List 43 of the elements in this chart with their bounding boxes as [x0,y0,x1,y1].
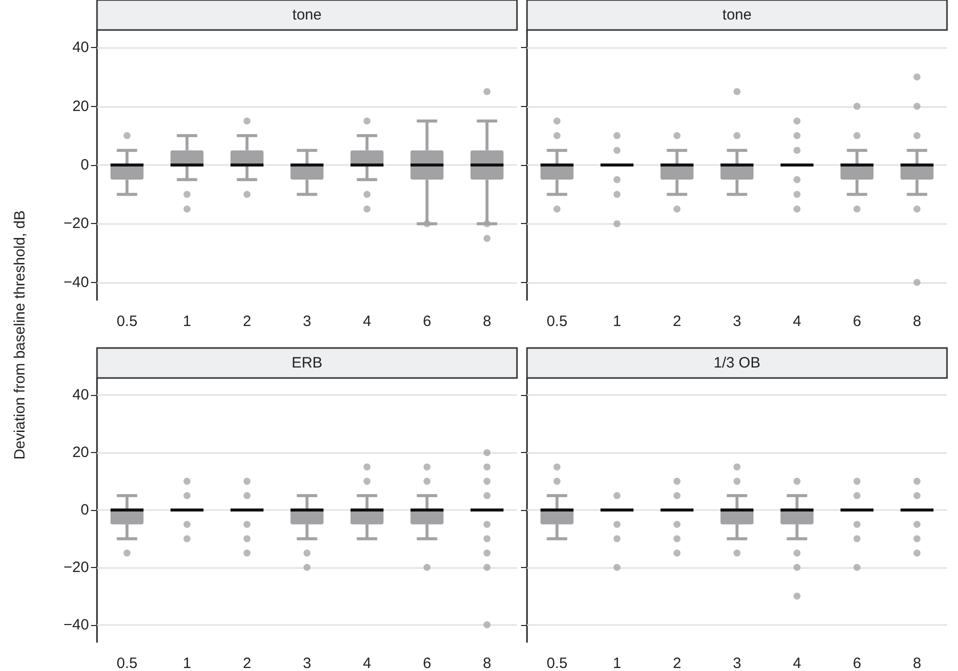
x-tick-label: 8 [912,655,922,671]
x-tick-label: 4 [362,313,372,330]
y-tick-label: 40 [72,386,89,404]
x-tick-label: 6 [852,313,862,330]
x-tick-label: 3 [732,655,742,671]
x-tick-label: 6 [422,655,432,671]
y-tick-label: 40 [72,39,89,56]
y-axis-title: Deviation from baseline threshold, dB [12,210,28,460]
x-tick-label: 1 [612,655,622,671]
y-tick-label: 20 [72,444,89,462]
x-tick-label: 2 [672,313,682,330]
x-tick-label: 4 [792,313,802,330]
x-tick-label: 1 [182,313,192,330]
x-tick-label: 1 [612,313,622,330]
chart-title: 1/3 OB [714,354,760,372]
x-tick-label: 2 [672,655,682,671]
y-tick-label: −40 [64,274,89,291]
x-tick-label: 4 [362,655,372,671]
y-tick-label: −20 [64,215,89,232]
x-tick-label: 2 [242,313,252,330]
y-tick-label: −20 [64,558,89,576]
x-tick-label: 6 [852,655,862,671]
x-tick-label: 8 [482,313,492,330]
x-tick-label: 1 [182,655,192,671]
x-tick-label: 0.5 [116,313,138,330]
x-tick-label: 3 [302,655,312,671]
x-tick-label: 0.5 [546,313,568,330]
chart-title: tone [292,6,322,24]
x-tick-label: 0.5 [546,655,568,671]
chart-title: ERB [292,354,322,372]
y-tick-label: 0 [80,502,89,518]
x-tick-label: 8 [482,655,492,671]
x-tick-label: 3 [732,313,742,330]
x-tick-label: 4 [792,655,802,671]
y-tick-label: −40 [64,616,89,634]
x-tick-label: 3 [302,313,312,330]
x-tick-label: 2 [242,655,252,671]
x-tick-label: 0.5 [116,655,138,671]
y-tick-label: 20 [72,98,89,115]
x-tick-label: 6 [422,313,432,330]
chart-title: tone [722,6,752,24]
x-tick-label: 8 [912,313,922,330]
y-tick-label: 0 [80,156,89,174]
